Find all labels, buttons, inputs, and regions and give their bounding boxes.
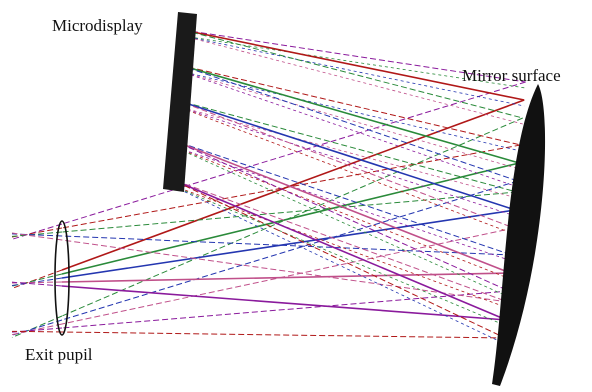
- ray: [62, 192, 517, 232]
- ray: [62, 210, 515, 278]
- ray: [62, 118, 523, 316]
- ray: [176, 106, 514, 234]
- ray: [12, 224, 62, 239]
- ray: [12, 320, 62, 335]
- mirror-label: Mirror surface: [462, 66, 561, 85]
- ray: [12, 234, 62, 236]
- ray: [12, 324, 62, 335]
- ray: [183, 30, 524, 100]
- ray: [12, 328, 62, 332]
- pupil-label: Exit pupil: [25, 345, 93, 364]
- ray: [172, 146, 510, 279]
- ray: [62, 181, 518, 320]
- ray: [62, 291, 509, 328]
- ray: [12, 331, 62, 332]
- ray: [62, 82, 526, 224]
- ray: [172, 140, 510, 273]
- microdisplay: [163, 12, 197, 192]
- mirror-surface: [492, 84, 545, 386]
- microdisplay-label: Microdisplay: [52, 16, 143, 35]
- ray: [62, 332, 505, 338]
- ray: [12, 233, 62, 240]
- ray: [12, 228, 62, 237]
- optical-layout: Microdisplay Mirror surface Exit pupil: [0, 0, 592, 392]
- ray: [12, 316, 62, 337]
- ray: [62, 286, 507, 320]
- ray: [62, 273, 510, 282]
- ray: [12, 232, 62, 236]
- ray: [168, 178, 505, 338]
- ray: [62, 163, 519, 274]
- ray: [62, 100, 524, 270]
- diagram: Microdisplay Mirror surface Exit pupil: [0, 0, 592, 392]
- ray-bundle: [12, 30, 526, 344]
